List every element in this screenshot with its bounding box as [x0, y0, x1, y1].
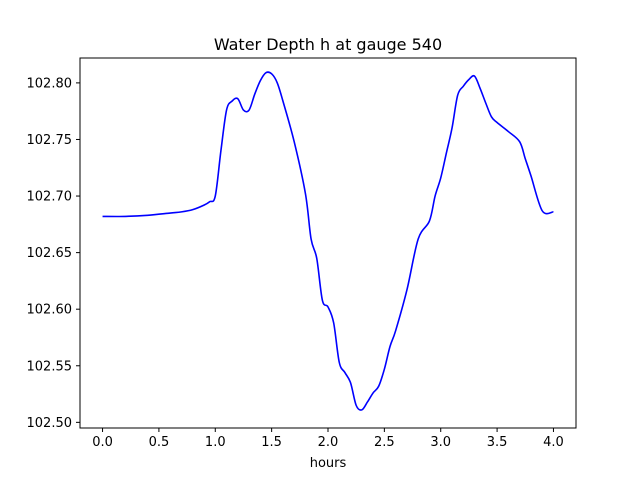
x-tick-label: 2.5: [374, 435, 395, 450]
x-tick-label: 0.0: [92, 435, 113, 450]
series-layer: [102, 71, 554, 411]
y-tick-label: 102.60: [27, 303, 73, 318]
x-axis-label: hours: [310, 456, 347, 471]
plot-frame: [79, 57, 577, 429]
x-tick-label: 3.0: [430, 435, 451, 450]
y-tick-label: 102.80: [27, 76, 73, 91]
y-axis-ticks: 102.50 102.55 102.60 102.65 102.70 102.75 102.…: [27, 76, 80, 431]
x-tick-label: 1.0: [205, 435, 226, 450]
chart-title: Water Depth h at gauge 540: [214, 35, 442, 54]
x-tick-label: 3.5: [487, 435, 508, 450]
x-axis-ticks: 0.0 0.5 1.0 1.5 2.0 2.5 3.0 3.5 4.0: [92, 428, 564, 450]
x-tick-label: 1.5: [261, 435, 282, 450]
y-tick-label: 102.65: [27, 246, 73, 261]
x-tick-label: 0.5: [149, 435, 170, 450]
y-tick-label: 102.50: [27, 416, 73, 431]
series-line: [102, 71, 554, 411]
y-tick-label: 102.75: [27, 133, 73, 148]
x-tick-label: 2.0: [318, 435, 339, 450]
y-tick-label: 102.55: [27, 359, 73, 374]
x-tick-label: 4.0: [543, 435, 564, 450]
y-tick-label: 102.70: [27, 190, 73, 205]
